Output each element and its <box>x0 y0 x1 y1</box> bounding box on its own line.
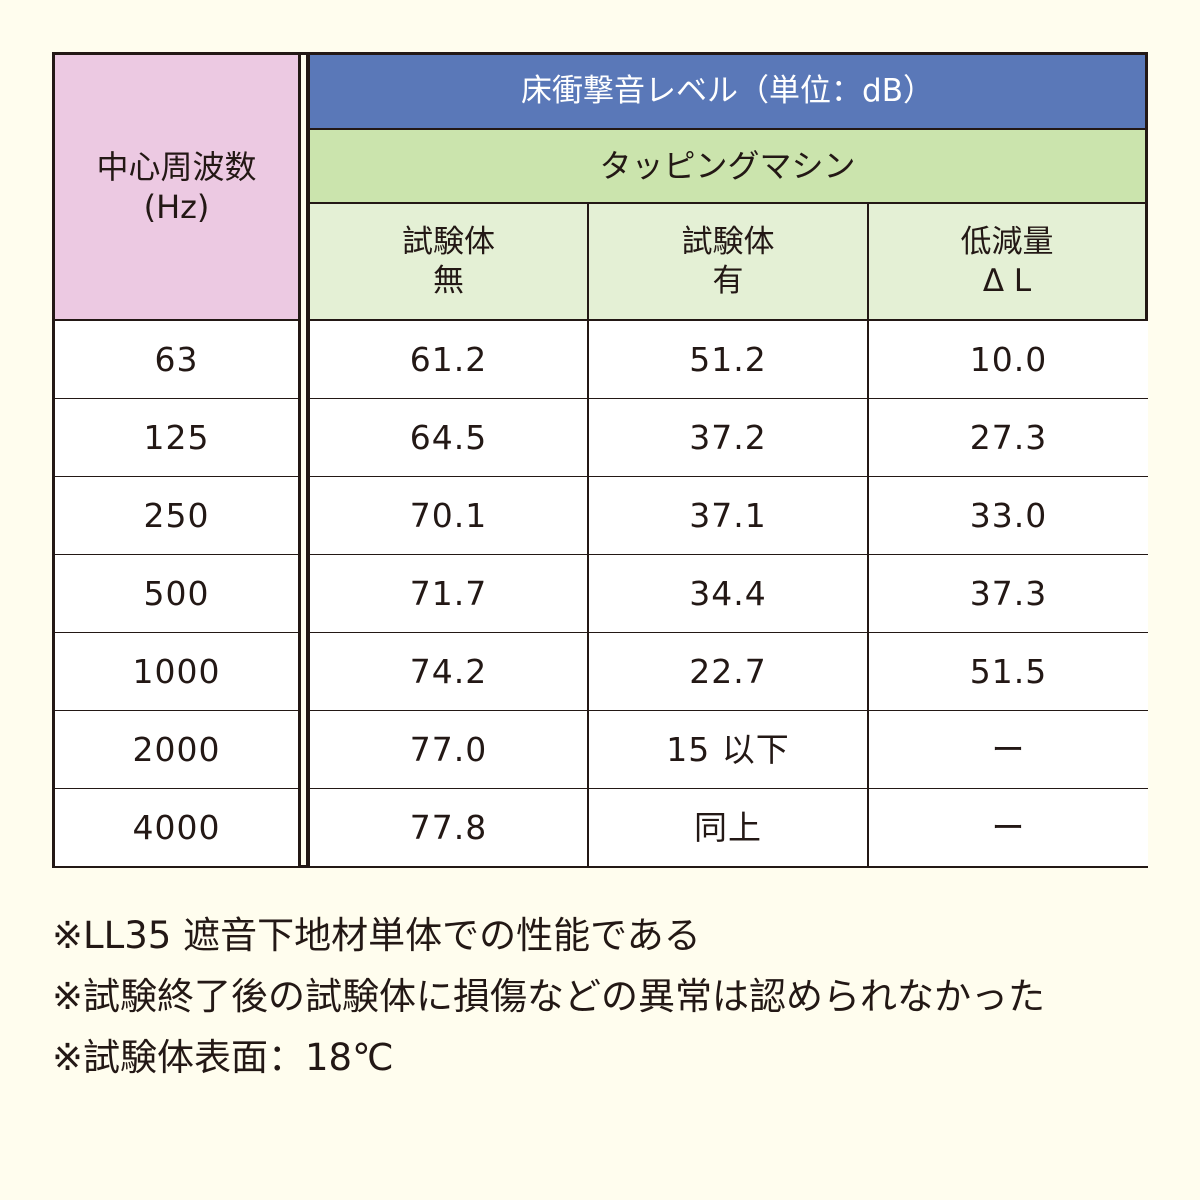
frequency-header-label: 中心周波数 <box>96 148 257 186</box>
col-header-without: 試験体 無 <box>310 204 587 319</box>
with-value-cell: 37.1 <box>589 477 867 554</box>
reduction-value-cell: 37.3 <box>869 555 1148 632</box>
frequency-column: 中心周波数 (Hz) 63 125 250 500 1000 2000 4000 <box>55 55 298 866</box>
with-value-cell: 51.2 <box>589 321 867 398</box>
double-divider <box>298 55 310 865</box>
frequency-cell: 250 <box>55 477 298 554</box>
col-header-with-line1: 試験体 <box>681 223 775 260</box>
without-value-cell: 64.5 <box>310 399 587 476</box>
note-2: ※試験終了後の試験体に損傷などの異常は認められなかった <box>52 975 1046 1018</box>
frequency-cell: 500 <box>55 555 298 632</box>
note-3: ※試験体表面：18℃ <box>52 1036 394 1079</box>
source-header: タッピングマシン <box>310 130 1145 202</box>
col-header-without-line2: 無 <box>433 262 464 299</box>
reduction-value-cell: 10.0 <box>869 321 1148 398</box>
frequency-cell: 63 <box>55 321 298 398</box>
with-value-cell: 同上 <box>589 789 867 866</box>
with-value-cell: 34.4 <box>589 555 867 632</box>
with-value-cell: 15 以下 <box>589 711 867 788</box>
reduction-value-cell: 51.5 <box>869 633 1148 710</box>
col-header-with-line2: 有 <box>712 262 744 299</box>
col-header-reduction-line2: Δ L <box>982 262 1032 299</box>
reduction-value-cell: ー <box>869 789 1148 866</box>
col-header-without-line1: 試験体 <box>402 223 495 260</box>
reduction-value-cell: ー <box>869 711 1148 788</box>
level-columns: 床衝撃音レベル（単位：dB） タッピングマシン 試験体 無 試験体 有 低減量 … <box>310 55 1148 866</box>
frequency-header: 中心周波数 (Hz) <box>55 55 298 319</box>
col-header-reduction-line1: 低減量 <box>960 223 1054 260</box>
without-value-cell: 70.1 <box>310 477 587 554</box>
reduction-value-cell: 33.0 <box>869 477 1148 554</box>
with-value-cell: 37.2 <box>589 399 867 476</box>
note-1: ※LL35 遮音下地材単体での性能である <box>52 914 701 957</box>
frequency-cell: 1000 <box>55 633 298 710</box>
col-header-with: 試験体 有 <box>589 204 867 319</box>
level-header: 床衝撃音レベル（単位：dB） <box>310 55 1145 128</box>
frequency-cell: 2000 <box>55 711 298 788</box>
without-value-cell: 61.2 <box>310 321 587 398</box>
frequency-cell: 4000 <box>55 789 298 866</box>
frequency-cell: 125 <box>55 399 298 476</box>
without-value-cell: 74.2 <box>310 633 587 710</box>
with-value-cell: 22.7 <box>589 633 867 710</box>
without-value-cell: 71.7 <box>310 555 587 632</box>
col-header-reduction: 低減量 Δ L <box>869 204 1145 319</box>
reduction-value-cell: 27.3 <box>869 399 1148 476</box>
notes: ※LL35 遮音下地材単体での性能である ※試験終了後の試験体に損傷などの異常は… <box>52 905 1152 1088</box>
measurement-table: 中心周波数 (Hz) 63 125 250 500 1000 2000 4000 床衝撃音レ… <box>52 52 1148 868</box>
without-value-cell: 77.8 <box>310 789 587 866</box>
frequency-header-unit: (Hz) <box>143 188 210 226</box>
without-value-cell: 77.0 <box>310 711 587 788</box>
